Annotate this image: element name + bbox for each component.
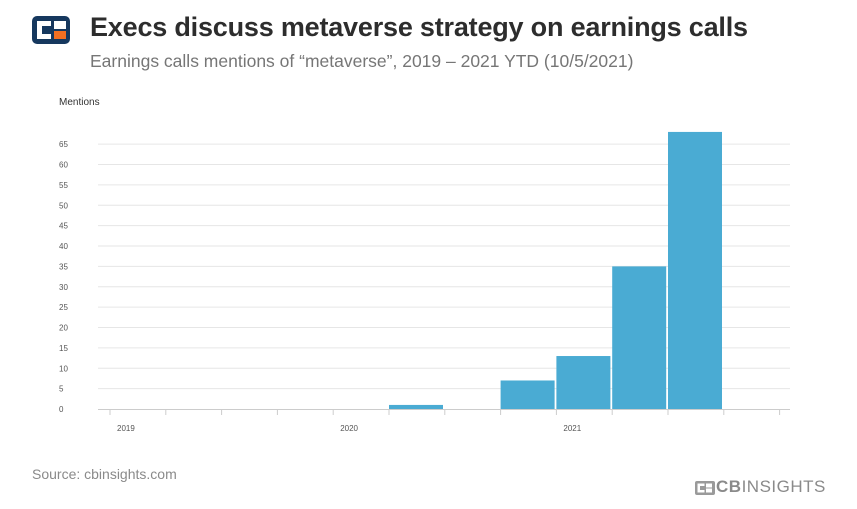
- source-note: Source: cbinsights.com: [32, 466, 177, 482]
- x-tick-label: 2019: [117, 424, 135, 433]
- y-tick-label: 5: [59, 385, 64, 394]
- y-tick-label: 0: [59, 405, 64, 414]
- y-tick-label: 50: [59, 201, 68, 210]
- chart-subtitle: Earnings calls mentions of “metaverse”, …: [90, 51, 634, 71]
- brand-wordmark-rest: INSIGHTS: [741, 477, 826, 496]
- bar: [556, 356, 611, 409]
- cb-brand-icon: [695, 481, 715, 495]
- y-tick-label: 15: [59, 344, 68, 353]
- brand-wordmark-bold: CB: [716, 477, 742, 496]
- cb-insights-logo: [32, 16, 70, 44]
- y-tick-label: 60: [59, 161, 68, 170]
- chart-title: Execs discuss metaverse strategy on earn…: [90, 12, 748, 42]
- y-tick-label: 10: [59, 364, 68, 373]
- x-tick-label: 2021: [563, 424, 581, 433]
- bar: [668, 131, 722, 410]
- y-tick-labels: 0 5 10 15 20 25 30 35 40 45 50 55 60 65: [59, 140, 68, 414]
- bars: [389, 131, 722, 410]
- x-tick-label: 2020: [340, 424, 358, 433]
- bar: [612, 266, 667, 409]
- y-tick-label: 65: [59, 140, 68, 149]
- y-tick-label: 25: [59, 303, 68, 312]
- y-tick-label: 35: [59, 262, 68, 271]
- x-axis: [98, 409, 790, 415]
- y-tick-label: 30: [59, 283, 68, 292]
- bar: [389, 404, 443, 409]
- y-tick-label: 45: [59, 222, 68, 231]
- y-tick-label: 40: [59, 242, 68, 251]
- x-tick-labels: 2019 2020 2021: [117, 424, 582, 433]
- brand-wordmark: CBINSIGHTS: [716, 477, 826, 497]
- y-tick-label: 55: [59, 181, 68, 190]
- y-axis-label: Mentions: [59, 97, 100, 108]
- bar: [500, 380, 555, 409]
- y-tick-label: 20: [59, 324, 68, 333]
